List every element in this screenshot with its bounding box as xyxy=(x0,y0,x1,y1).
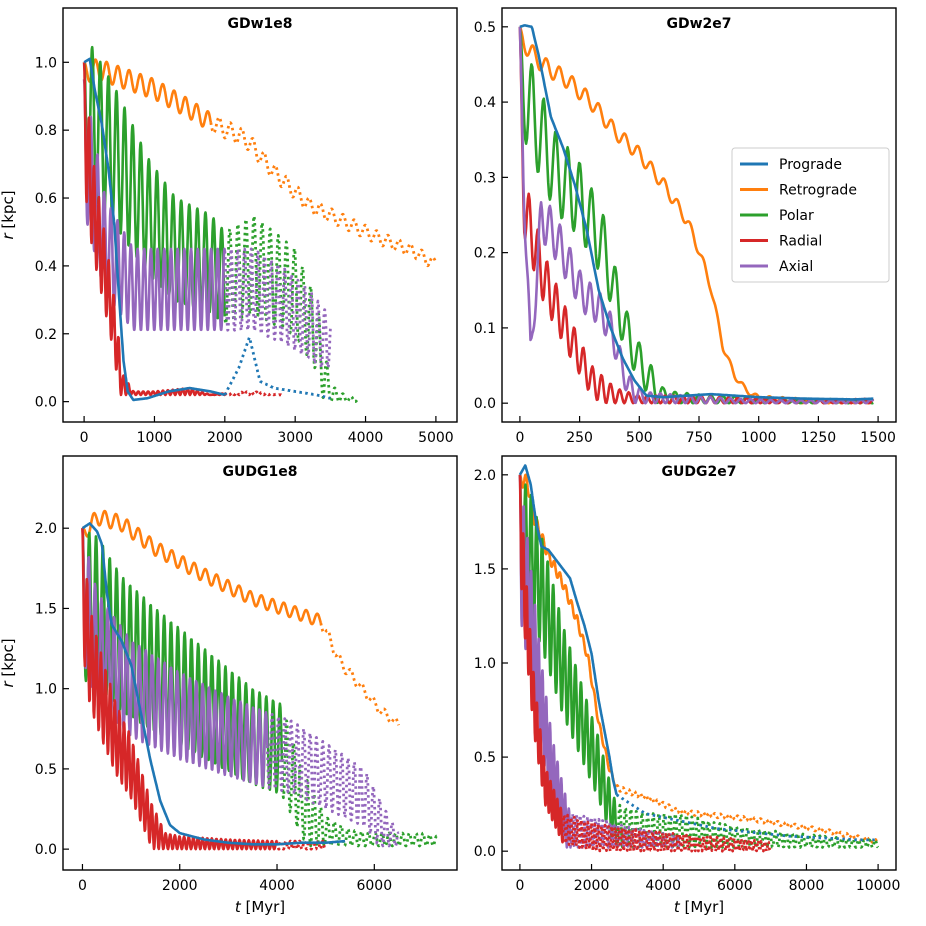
y-axis-label: r [kpc] xyxy=(0,190,17,239)
x-tick-label: 8000 xyxy=(789,878,825,894)
series-retrograde-dotted xyxy=(319,622,400,726)
x-tick-label: 5000 xyxy=(418,430,454,446)
y-tick-label: 1.5 xyxy=(474,562,496,578)
y-tick-label: 0.5 xyxy=(474,750,496,766)
legend-label-axial: Axial xyxy=(779,259,813,275)
legend: Prograde Retrograde Polar Radial Axial xyxy=(731,147,890,283)
series-axial-solid xyxy=(518,26,875,405)
y-tick-label: 0.4 xyxy=(35,259,57,275)
x-tick-label: 2000 xyxy=(207,430,243,446)
panel-title: GDw2e7 xyxy=(666,16,731,32)
axes-frame xyxy=(62,7,458,423)
plot-area xyxy=(518,464,880,853)
series-prograde-dotted xyxy=(223,336,332,400)
y-tick-label: 0.5 xyxy=(35,762,57,778)
x-tick-label: 4000 xyxy=(645,878,681,894)
x-tick-label: 2000 xyxy=(574,878,610,894)
y-tick-label: 0.4 xyxy=(474,95,496,111)
series-radial-solid xyxy=(82,62,226,397)
axes-frame xyxy=(62,455,458,871)
y-tick-label: 0.0 xyxy=(35,395,57,411)
x-tick-label: 4000 xyxy=(348,430,384,446)
series-retrograde-dotted xyxy=(209,115,438,268)
x-tick-label: 250 xyxy=(566,430,593,446)
x-axis-label: t [Myr] xyxy=(235,898,285,916)
y-tick-label: 0.3 xyxy=(474,170,496,186)
plot-area xyxy=(518,24,875,405)
panel-title: GUDG2e7 xyxy=(662,464,737,480)
x-tick-label: 500 xyxy=(626,430,653,446)
series-prograde-solid xyxy=(81,522,346,846)
x-tick-label: 2000 xyxy=(162,878,198,894)
y-tick-label: 0.0 xyxy=(35,842,57,858)
panel-title: GUDG1e8 xyxy=(223,464,298,480)
y-tick-label: 0.6 xyxy=(35,191,57,207)
x-tick-label: 0 xyxy=(515,878,524,894)
series-prograde-solid xyxy=(83,57,226,402)
series-prograde-dotted xyxy=(615,793,879,842)
panel-GDw1e8: 0 1000 2000 3000 4000 5000 0.0 0.2 0.4 0.6 0.8 1.0 G… xyxy=(0,7,458,446)
x-tick-label: 10000 xyxy=(856,878,901,894)
series-retrograde-dotted xyxy=(615,784,880,845)
y-tick-label: 0.1 xyxy=(474,321,496,337)
series-polar-dotted xyxy=(280,719,439,848)
series-radial-dotted xyxy=(223,390,283,397)
legend-label-polar: Polar xyxy=(779,208,814,224)
x-tick-label: 0 xyxy=(78,878,87,894)
x-tick-label: 6000 xyxy=(356,878,392,894)
panel-title: GDw1e8 xyxy=(227,16,292,32)
x-tick-label: 0 xyxy=(80,430,89,446)
series-retrograde-solid xyxy=(81,509,323,626)
x-tick-label: 1000 xyxy=(741,430,777,446)
panel-GDw2e7: 0 250 500 750 1000 1250 1500 0.0 0.1 0.2 0.3 0.4 0.5… xyxy=(474,7,897,446)
legend-label-prograde: Prograde xyxy=(779,157,842,173)
y-tick-label: 1.5 xyxy=(35,601,57,617)
series-prograde-solid xyxy=(519,24,874,401)
series-prograde-solid xyxy=(518,464,618,795)
y-tick-label: 0.2 xyxy=(35,327,57,343)
y-tick-label: 1.0 xyxy=(35,682,57,698)
x-tick-label: 6000 xyxy=(717,878,753,894)
plot-area xyxy=(82,45,438,403)
legend-label-radial: Radial xyxy=(779,234,822,250)
series-radial-solid xyxy=(81,528,279,851)
series-polar-dotted xyxy=(223,214,360,403)
panel-GUDG1e8: 0 2000 4000 6000 0.0 0.5 1.0 1.5 2.0 GUDG1e8 r [kp… xyxy=(0,455,458,916)
y-tick-label: 0.2 xyxy=(474,246,496,262)
x-tick-label: 4000 xyxy=(259,878,295,894)
series-axial-dotted xyxy=(265,713,400,848)
y-tick-label: 2.0 xyxy=(35,521,57,537)
series-retrograde-solid xyxy=(83,58,213,128)
plot-area xyxy=(81,509,439,851)
x-tick-label: 1500 xyxy=(860,430,896,446)
series-axial-dotted xyxy=(223,247,332,370)
series-radial-solid xyxy=(518,474,565,844)
y-tick-label: 2.0 xyxy=(474,468,496,484)
legend-label-retrograde: Retrograde xyxy=(779,183,857,199)
y-tick-label: 0.5 xyxy=(474,20,496,36)
y-tick-label: 0.0 xyxy=(474,844,496,860)
x-tick-label: 1250 xyxy=(801,430,837,446)
panel-GUDG2e7: 0 2000 4000 6000 8000 10000 0.0 0.5 1.0 1.5 2.0 GUD… xyxy=(474,455,901,916)
y-tick-label: 1.0 xyxy=(474,656,496,672)
y-tick-label: 0.8 xyxy=(35,123,57,139)
y-tick-label: 0.0 xyxy=(474,396,496,412)
x-tick-label: 750 xyxy=(686,430,713,446)
x-tick-label: 0 xyxy=(515,430,524,446)
x-axis-label: t [Myr] xyxy=(674,898,724,916)
y-tick-label: 1.0 xyxy=(35,55,57,71)
series-radial-dotted xyxy=(561,813,772,853)
x-tick-label: 3000 xyxy=(277,430,313,446)
legend-box xyxy=(731,147,890,283)
series-polar-dotted xyxy=(615,803,880,849)
y-axis-label: r [kpc] xyxy=(0,638,17,687)
series-axial-solid xyxy=(81,528,269,788)
x-tick-label: 1000 xyxy=(137,430,173,446)
